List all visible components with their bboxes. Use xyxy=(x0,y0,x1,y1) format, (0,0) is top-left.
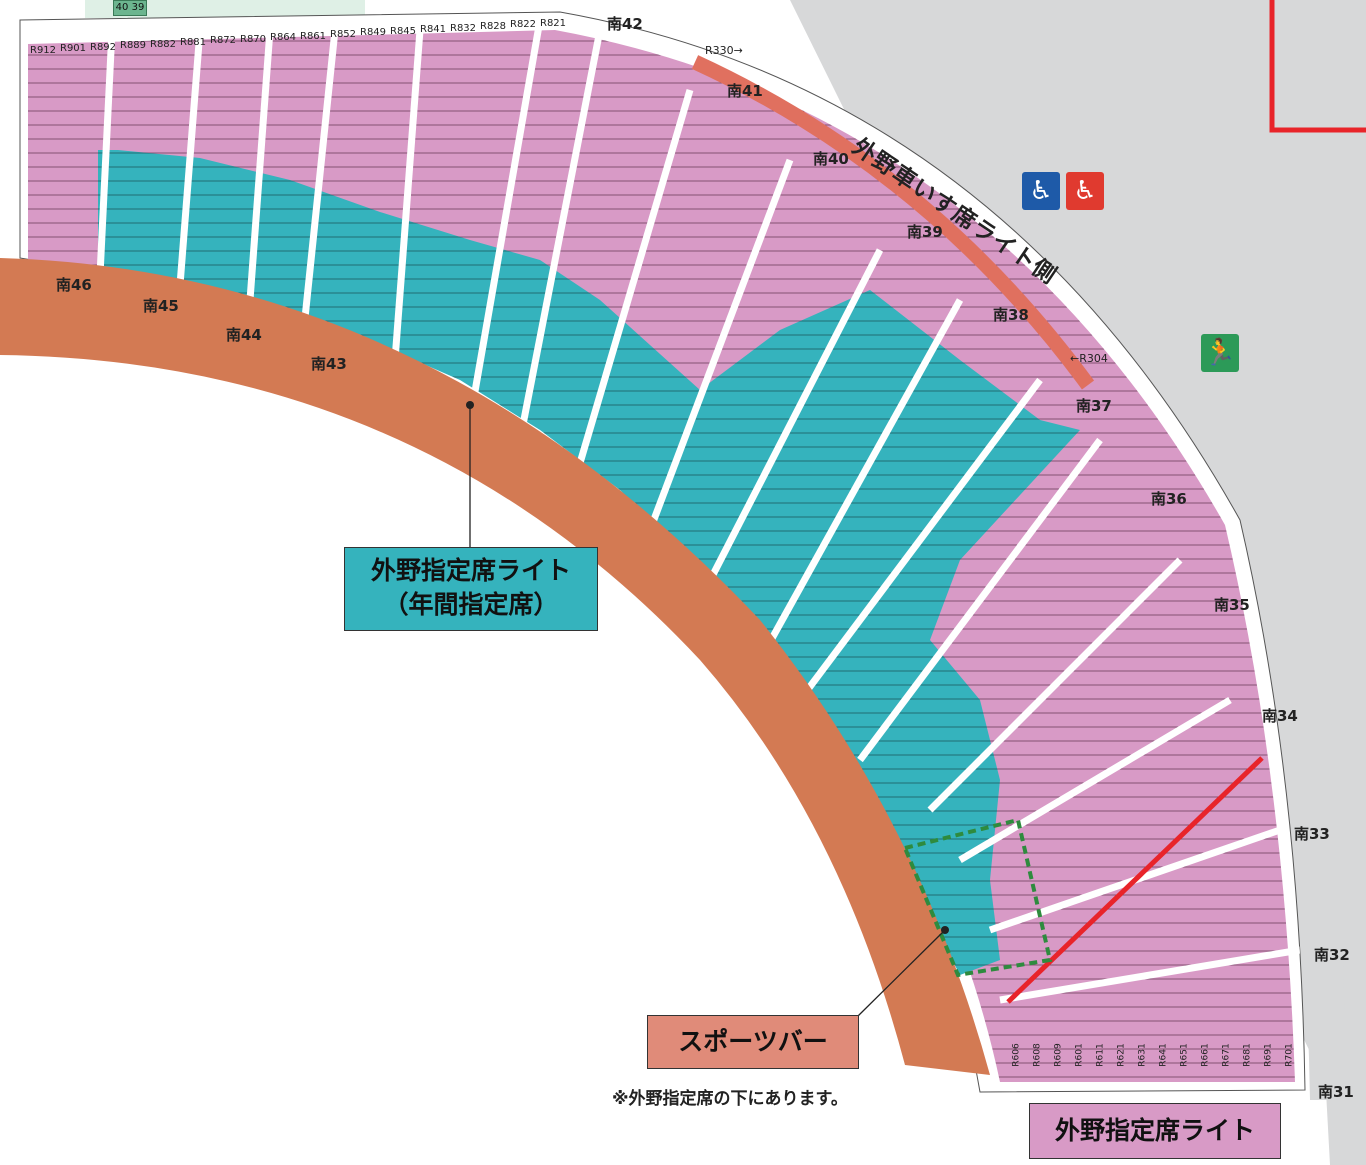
row-tag: R881 xyxy=(180,37,207,48)
zone-nan40: 南40 xyxy=(813,150,849,168)
sports-bar-note: ※外野指定席の下にあります。 xyxy=(612,1089,848,1109)
annual-legend-line2: （年間指定席） xyxy=(383,590,559,619)
row-tag: R691 xyxy=(1263,1043,1274,1067)
row-tag: R661 xyxy=(1200,1043,1211,1067)
zone-nan44: 南44 xyxy=(226,326,262,344)
row-tag: R609 xyxy=(1053,1043,1064,1067)
row-tag: R601 xyxy=(1074,1043,1085,1067)
zone-nan45: 南45 xyxy=(143,297,179,315)
annual-reserved-block[interactable] xyxy=(98,150,1080,975)
wheelchair-seating-bar[interactable] xyxy=(691,55,1095,390)
zone-nan31: 南31 xyxy=(1318,1083,1354,1101)
wheelchair-start-tag: R330→ xyxy=(705,44,743,57)
row-tag: R621 xyxy=(1116,1043,1127,1067)
row-tag: R861 xyxy=(300,30,327,42)
upper-terrace xyxy=(85,0,365,18)
row-tag: R681 xyxy=(1242,1043,1253,1067)
row-tag: R631 xyxy=(1137,1043,1148,1067)
row-tag: R864 xyxy=(270,32,297,44)
row-tag: R701 xyxy=(1284,1043,1295,1067)
zone-nan37: 南37 xyxy=(1076,397,1112,415)
zone-nan41: 南41 xyxy=(727,82,763,100)
zone-nan33: 南33 xyxy=(1294,825,1330,843)
zone-nan34: 南34 xyxy=(1262,707,1298,725)
restroom-female-wheelchair-icon: ♿ xyxy=(1066,172,1104,210)
gate-40-39-tag: 40 39 xyxy=(113,0,147,16)
row-tag: R821 xyxy=(540,17,567,29)
sportsbar-leader-dot xyxy=(941,926,949,934)
zone-nan43: 南43 xyxy=(311,355,347,373)
row-tag: R671 xyxy=(1221,1043,1232,1067)
wheelchair-end-tag: ←R304 xyxy=(1070,352,1108,365)
row-tag: R841 xyxy=(420,24,447,36)
row-tag: R872 xyxy=(210,35,237,47)
annual-legend-line1: 外野指定席ライト xyxy=(370,556,571,585)
sports-bar-outline[interactable] xyxy=(902,817,1053,978)
zone-nan32: 南32 xyxy=(1314,946,1350,964)
row-tag: R651 xyxy=(1179,1043,1190,1067)
sports-bar-legend: スポーツバー xyxy=(647,1015,859,1069)
outfield-right-legend: 外野指定席ライト xyxy=(1029,1103,1281,1159)
row-tag: R889 xyxy=(120,40,147,52)
emergency-exit-icon: 🏃 xyxy=(1201,334,1239,372)
row-tag: R608 xyxy=(1032,1043,1043,1067)
zone-nan39: 南39 xyxy=(907,223,943,241)
row-tag: R611 xyxy=(1095,1043,1106,1067)
restroom-male-wheelchair-icon: ♿ xyxy=(1022,172,1060,210)
row-tag: R832 xyxy=(450,22,477,34)
zone-nan36: 南36 xyxy=(1151,490,1187,508)
corner-marker xyxy=(1269,0,1366,133)
annual-leader-dot xyxy=(466,401,474,409)
annual-reserved-legend: 外野指定席ライト （年間指定席） xyxy=(344,547,598,631)
row-tag: R882 xyxy=(150,38,177,50)
zone-nan42: 南42 xyxy=(607,15,643,33)
row-tag: R901 xyxy=(60,43,87,55)
row-tag: R912 xyxy=(30,45,57,56)
row-tag: R845 xyxy=(390,25,417,37)
row-tag: R870 xyxy=(240,33,267,45)
row-tag: R606 xyxy=(1011,1043,1022,1067)
row-tag: R822 xyxy=(510,19,537,31)
field-warning-track xyxy=(0,258,990,1075)
row-tag: R849 xyxy=(360,27,387,39)
concourse-floor xyxy=(790,0,1345,1100)
sportsbar-leader-line xyxy=(857,929,946,1017)
zone-nan35: 南35 xyxy=(1214,596,1250,614)
row-tag: R852 xyxy=(330,29,357,40)
row-tag: R828 xyxy=(480,21,507,32)
zone-nan46: 南46 xyxy=(56,276,92,294)
zone-nan38: 南38 xyxy=(993,306,1029,324)
row-tag: R892 xyxy=(90,41,117,53)
row-tag: R641 xyxy=(1158,1043,1169,1067)
